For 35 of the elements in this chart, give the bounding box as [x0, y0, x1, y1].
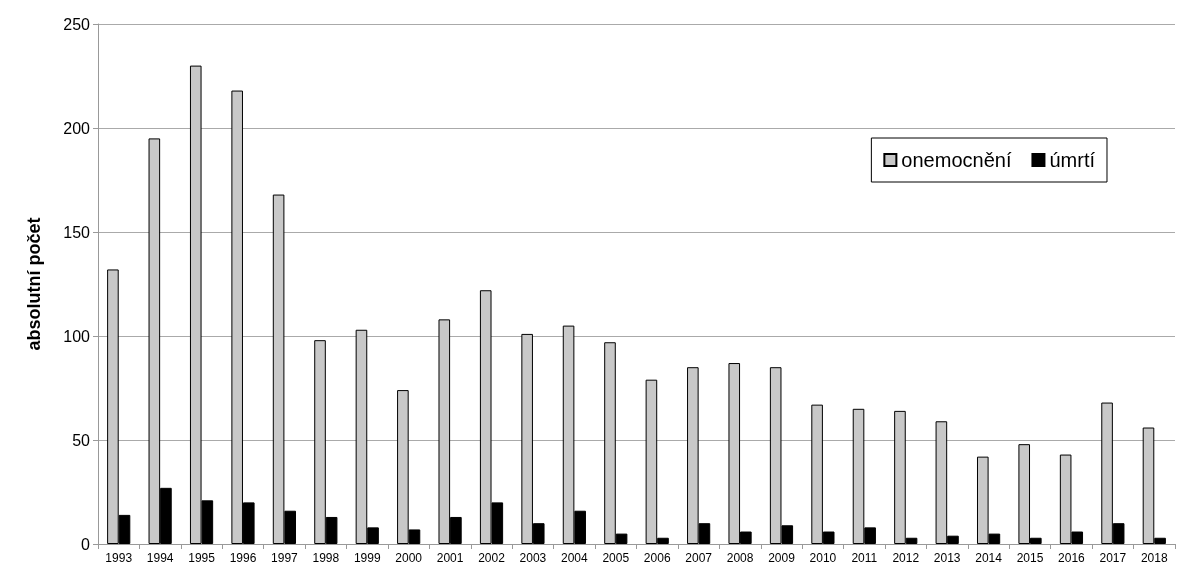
- x-tick-label: 2001: [436, 551, 464, 565]
- y-tick-label: 200: [63, 119, 91, 137]
- y-tick-label: 250: [63, 15, 91, 33]
- legend-label: úmrtí: [1049, 149, 1096, 171]
- x-tick-label: 2015: [1016, 551, 1044, 565]
- x-tick-label: 2002: [478, 551, 506, 565]
- x-tick-label: 2009: [768, 551, 796, 565]
- x-tick-label: 2005: [602, 551, 630, 565]
- x-tick-label: 1995: [188, 551, 216, 565]
- x-tick-label: 2012: [892, 551, 920, 565]
- y-tick-label: 50: [72, 431, 91, 449]
- x-tick-label: 2004: [561, 551, 589, 565]
- x-tick-label: 2008: [726, 551, 754, 565]
- x-tick-label: 2016: [1058, 551, 1086, 565]
- x-tick-label: 1996: [229, 551, 257, 565]
- legend-label: onemocnění: [901, 149, 1012, 171]
- x-tick-label: 2003: [519, 551, 547, 565]
- x-tick-label: 1997: [271, 551, 299, 565]
- x-tick-label: 2007: [685, 551, 713, 565]
- x-tick-label: 2000: [395, 551, 423, 565]
- x-tick-label: 2018: [1140, 551, 1168, 565]
- y-tick-label: 0: [81, 535, 91, 553]
- y-axis-title: absolutní počet: [24, 217, 44, 351]
- y-tick-label: 150: [63, 223, 91, 241]
- x-tick-label: 1993: [105, 551, 133, 565]
- x-tick-label: 2010: [809, 551, 837, 565]
- x-tick-label: 2011: [851, 551, 878, 565]
- y-tick-label: 100: [63, 327, 91, 345]
- x-tick-label: 2014: [975, 551, 1003, 565]
- x-tick-label: 2017: [1099, 551, 1127, 565]
- x-tick-label: 2006: [643, 551, 671, 565]
- x-tick-label: 1994: [146, 551, 174, 565]
- x-tick-label: 2013: [933, 551, 961, 565]
- x-tick-label: 1999: [353, 551, 381, 565]
- x-tick-label: 1998: [312, 551, 340, 565]
